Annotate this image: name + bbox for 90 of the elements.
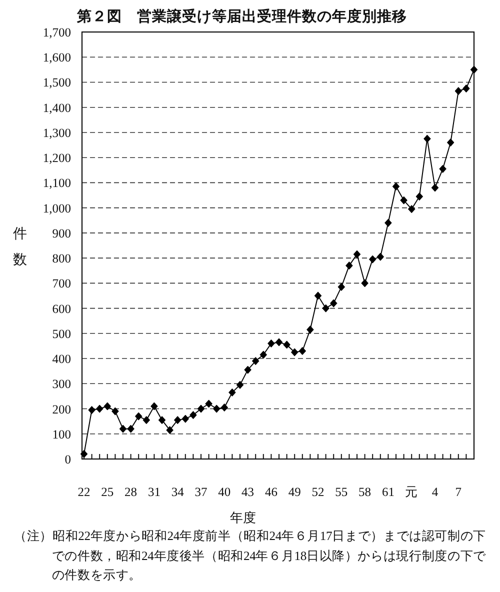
- point: [314, 292, 322, 300]
- point: [454, 86, 462, 96]
- y-tick-label: 900: [52, 226, 71, 240]
- point: [260, 350, 268, 359]
- y-tick-label: 400: [52, 352, 71, 366]
- point: [127, 424, 134, 433]
- y-tick-label: 1,400: [42, 100, 71, 115]
- point: [142, 416, 150, 424]
- point: [96, 404, 104, 413]
- x-tick-label: 49: [288, 485, 301, 499]
- y-tick-label: 800: [52, 252, 71, 266]
- y-tick-label: 700: [52, 276, 71, 291]
- x-tick-label: 元: [405, 485, 418, 499]
- point: [353, 250, 361, 258]
- point: [431, 184, 439, 192]
- point: [134, 412, 142, 420]
- point: [190, 410, 197, 420]
- x-tick-label: 4: [432, 485, 439, 499]
- y-tick-label: 1,000: [42, 201, 71, 216]
- point: [361, 279, 368, 288]
- y-tick-label: 200: [52, 402, 71, 416]
- point: [384, 218, 392, 227]
- x-tick-label: 46: [264, 485, 278, 499]
- text: （注）昭和22年度から昭和24年度前半（昭和24年６月17日まで）までは認可制の下での件数，昭和24年度後半（昭和24年６月18日以降）からは現行制度の下での件数を示す。: [14, 528, 487, 584]
- point: [182, 414, 190, 423]
- y-tick-label: 600: [52, 302, 71, 316]
- point: [446, 138, 454, 147]
- x-axis-title: 年度: [230, 510, 256, 525]
- point: [416, 192, 424, 201]
- point: [322, 304, 330, 312]
- point: [236, 380, 244, 389]
- y-tick-label: 1,600: [42, 50, 71, 65]
- point: [462, 84, 470, 93]
- point: [212, 404, 220, 413]
- y-tick-label: 0: [64, 452, 71, 466]
- point: [197, 404, 205, 413]
- point: [88, 406, 96, 414]
- point: [80, 450, 88, 458]
- x-tick-label: 22: [78, 485, 90, 499]
- point: [298, 346, 306, 356]
- x-tick-label: 52: [312, 485, 324, 499]
- x-tick-label: 58: [358, 485, 372, 499]
- x-tick-label: 34: [171, 485, 185, 499]
- point: [104, 402, 112, 410]
- point: [439, 164, 446, 173]
- point: [166, 426, 174, 434]
- point: [368, 255, 376, 264]
- point: [174, 416, 182, 424]
- point: [150, 402, 158, 410]
- y-tick-label: 1,500: [42, 76, 71, 90]
- x-tick-label: 55: [335, 485, 348, 499]
- point: [376, 252, 384, 261]
- point: [392, 182, 400, 191]
- y-tick-label: 1,200: [42, 151, 71, 166]
- x-tick-label: 25: [101, 485, 114, 499]
- point: [283, 340, 290, 349]
- point: [470, 66, 478, 74]
- point: [112, 407, 119, 416]
- x-tick-label: 31: [148, 485, 160, 499]
- point: [408, 205, 416, 214]
- x-tick-label: 40: [218, 485, 231, 499]
- point: [244, 366, 252, 374]
- point: [268, 339, 275, 348]
- point: [252, 356, 260, 366]
- point: [228, 388, 236, 396]
- x-tick-label: 7: [455, 485, 462, 499]
- point: [338, 282, 346, 291]
- point: [306, 326, 314, 334]
- point: [346, 262, 353, 270]
- x-tick-label: 61: [382, 485, 394, 499]
- point: [205, 400, 212, 408]
- point: [158, 416, 166, 424]
- chart-title: 第２図 営業譲受け等届出受理件数の年度別推移: [76, 7, 407, 25]
- point: [290, 348, 298, 356]
- point: [119, 424, 127, 433]
- point: [400, 196, 408, 204]
- y-tick-label: 1,300: [42, 126, 71, 140]
- point: [424, 134, 431, 143]
- point: [275, 338, 283, 346]
- point: [220, 403, 228, 412]
- x-tick-label: 37: [194, 485, 208, 499]
- x-tick-label: 28: [124, 485, 138, 499]
- y-tick-label: 100: [52, 427, 71, 442]
- y-tick-label: 300: [52, 377, 71, 392]
- y-tick-label: 1,100: [42, 176, 71, 190]
- y-tick-label: 1,700: [42, 26, 71, 40]
- y-axis-title: 件数: [13, 226, 27, 268]
- x-tick-label: 43: [242, 485, 254, 499]
- y-tick-label: 500: [52, 326, 71, 341]
- point: [330, 299, 338, 308]
